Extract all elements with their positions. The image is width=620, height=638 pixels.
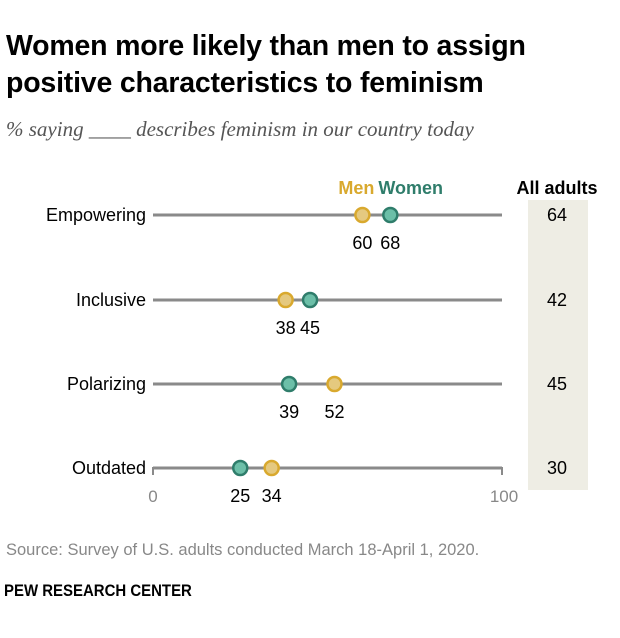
data-label-women: 68 <box>380 233 400 253</box>
dot-men <box>326 375 343 393</box>
dot-men <box>277 291 294 309</box>
dot-women <box>280 375 298 393</box>
category-label: Inclusive <box>76 290 146 310</box>
dot-women <box>232 459 249 477</box>
all-adults-value: 30 <box>547 458 567 478</box>
data-label-women: 39 <box>279 402 299 422</box>
all-adults-column-bg <box>528 200 588 490</box>
legend-women: Women <box>378 178 443 198</box>
category-label: Outdated <box>72 458 146 478</box>
all-adults-value: 42 <box>547 290 567 310</box>
dot-women <box>382 206 399 224</box>
all-adults-value: 64 <box>547 205 567 225</box>
chart-title: Women more likely than men to assign pos… <box>6 30 526 99</box>
data-label-men: 60 <box>352 233 372 253</box>
legend-men: Men <box>338 178 374 198</box>
dot-women <box>301 291 319 309</box>
source-note: Source: Survey of U.S. adults conducted … <box>6 541 480 559</box>
data-label-men: 52 <box>324 402 344 422</box>
tick-label: 100 <box>490 487 518 506</box>
data-label-men: 34 <box>262 486 282 506</box>
all-adults-value: 45 <box>547 374 567 394</box>
category-label: Polarizing <box>67 374 146 394</box>
dot-men <box>354 206 371 224</box>
data-label-men: 38 <box>276 318 296 338</box>
data-label-women: 25 <box>230 486 250 506</box>
category-label: Empowering <box>46 205 146 225</box>
data-label-women: 45 <box>300 318 320 338</box>
dot-men <box>263 459 280 477</box>
all-adults-header: All adults <box>516 178 597 198</box>
chart-subtitle: % saying ____ describes feminism in our … <box>6 117 474 141</box>
tick-label: 0 <box>148 487 157 506</box>
brand-logo-text: PEW RESEARCH CENTER <box>4 581 192 600</box>
